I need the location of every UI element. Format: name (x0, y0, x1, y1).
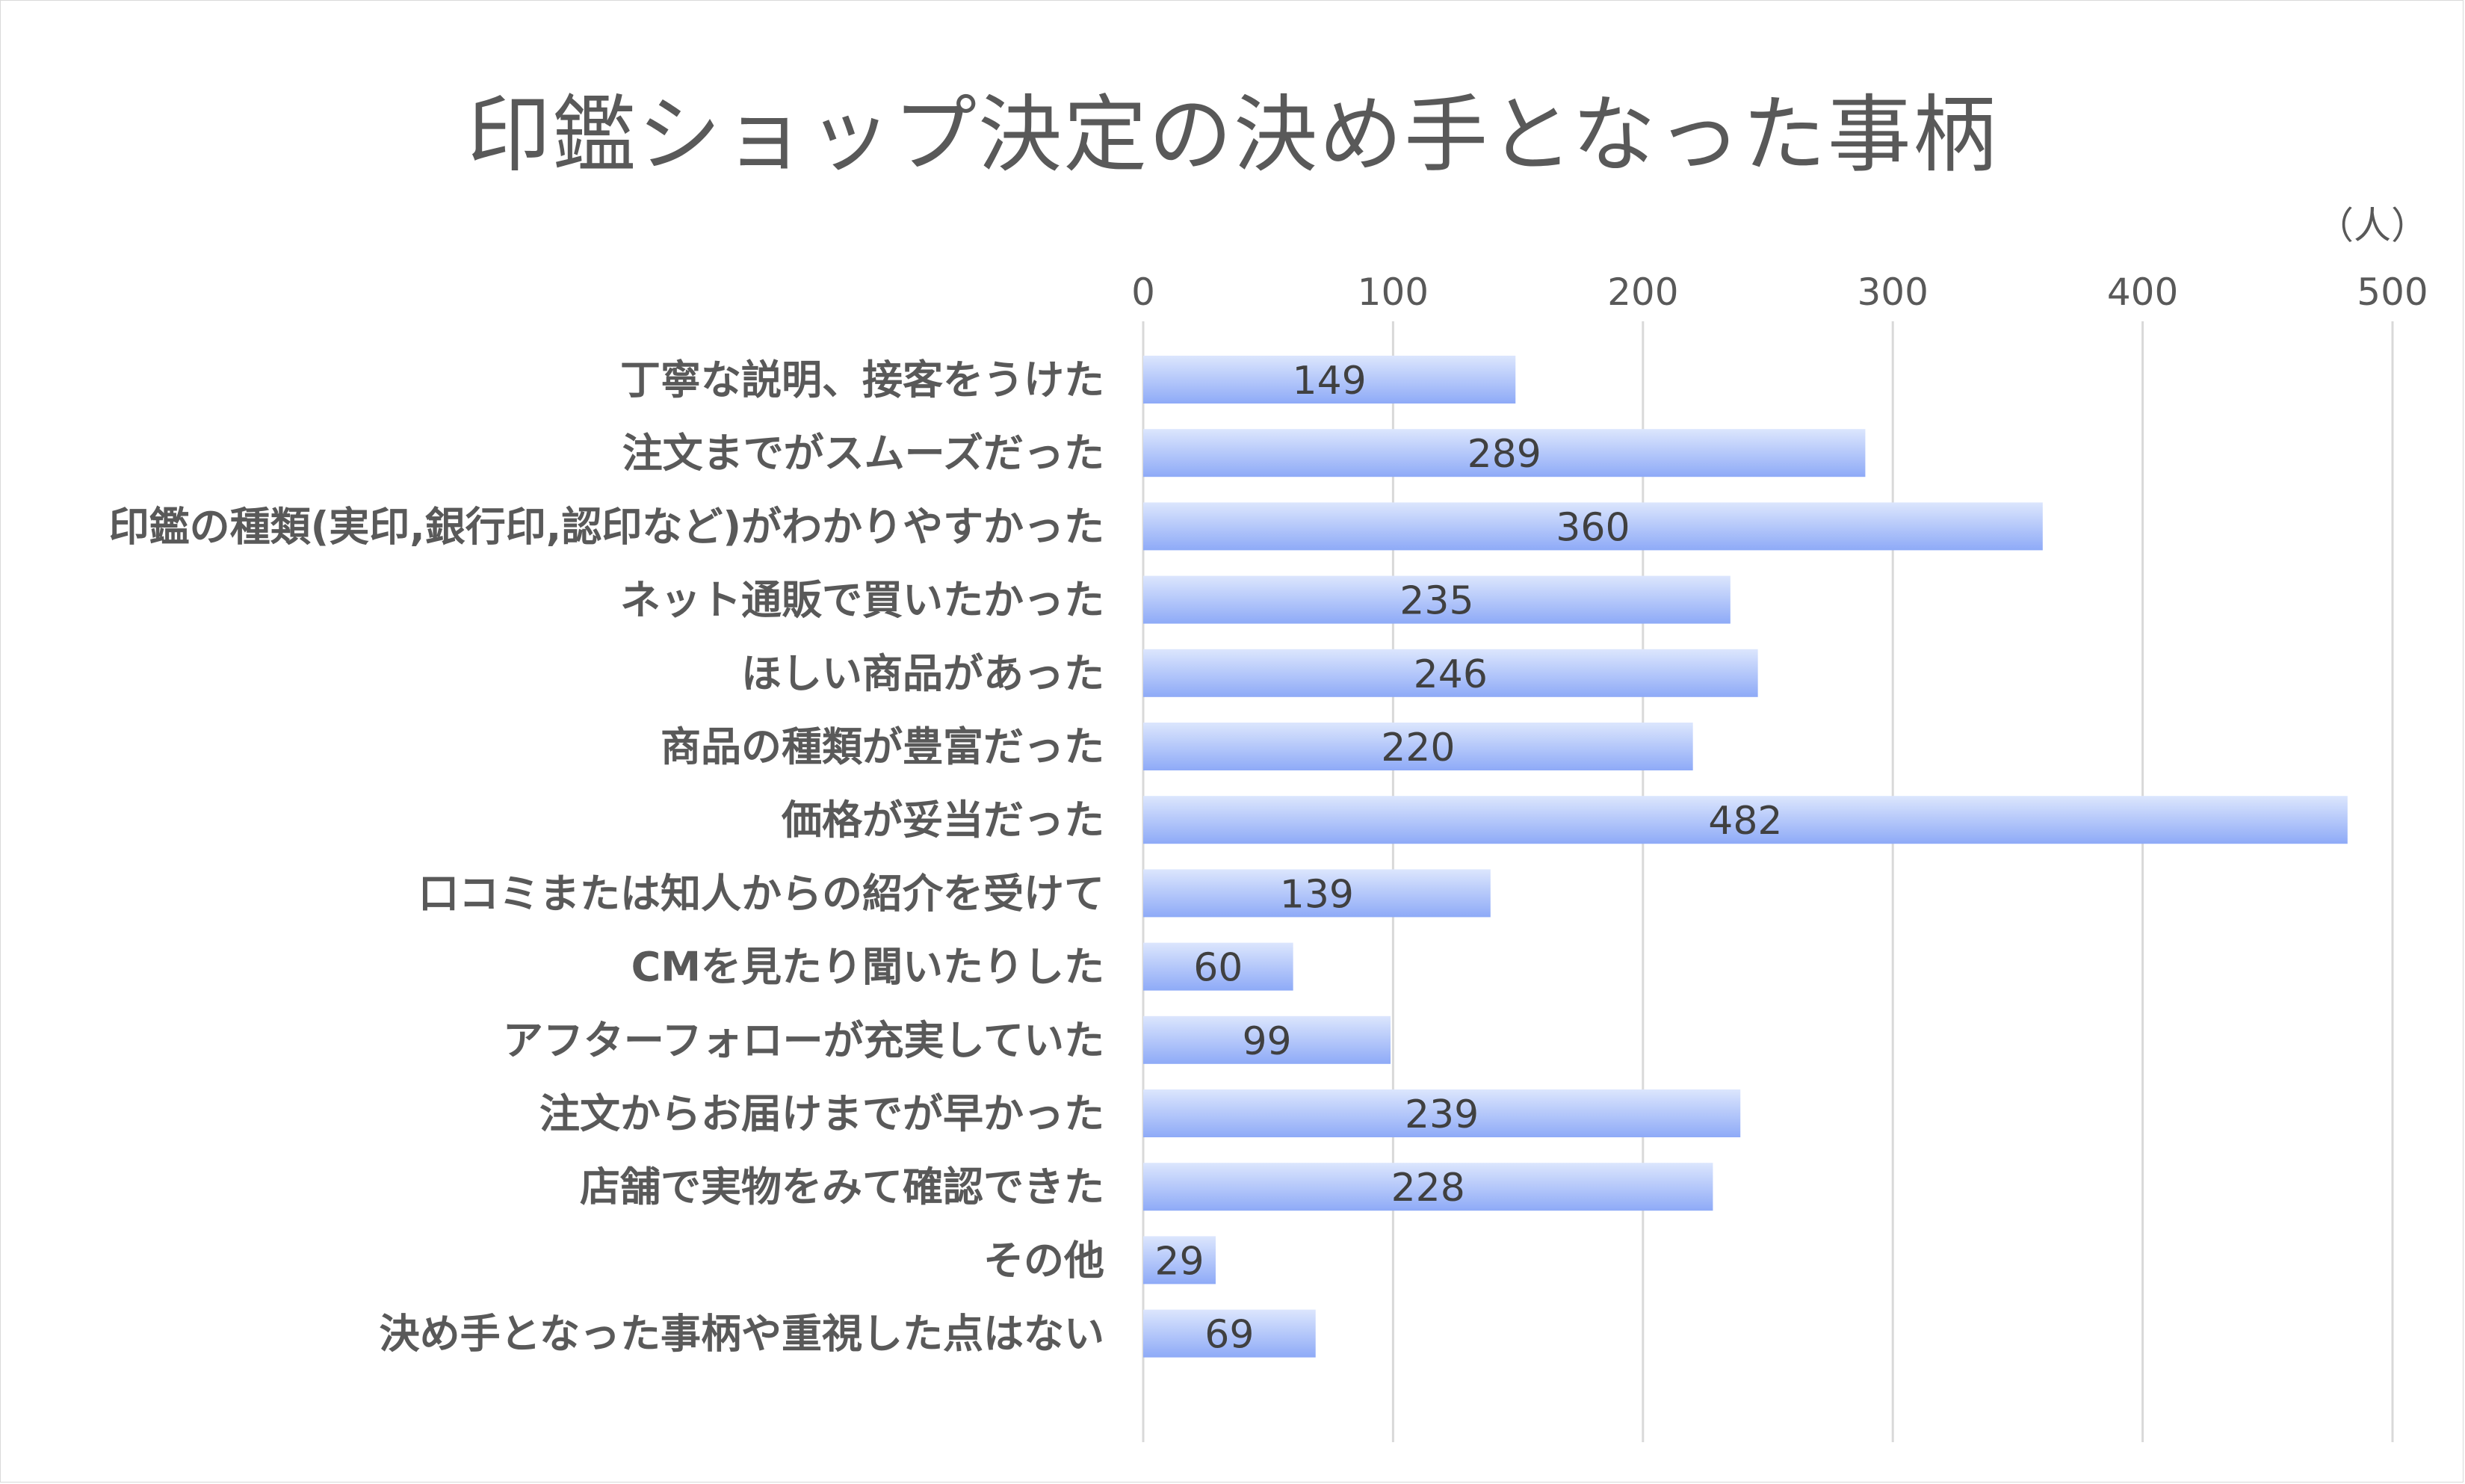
category-label: 注文までがスムーズだった (622, 430, 1104, 477)
data-label: 220 (1381, 726, 1455, 770)
bar (1143, 1163, 1713, 1211)
chart-title: 印鑑ショップ決定の決め手となった事柄 (467, 87, 1998, 184)
data-label: 228 (1391, 1166, 1465, 1211)
data-label: 289 (1467, 432, 1541, 477)
bar (1143, 649, 1758, 697)
category-labels: 丁寧な説明、接客をうけた注文までがスムーズだった印鑑の種類(実印,銀行印,認印な… (109, 356, 1104, 1358)
bars (1143, 356, 2348, 1358)
data-label: 99 (1242, 1019, 1291, 1064)
data-label: 149 (1292, 359, 1366, 404)
category-label: 商品の種類が豊富だった (661, 723, 1104, 770)
category-label: ネット通販で買いたかった (620, 577, 1104, 624)
category-label: 決め手となった事柄や重視した点はない (380, 1311, 1104, 1358)
data-label: 239 (1405, 1092, 1479, 1137)
x-tick-label: 0 (1131, 270, 1155, 314)
data-label: 139 (1280, 872, 1354, 917)
x-tick-label: 500 (2357, 270, 2428, 314)
x-tick-label: 400 (2107, 270, 2178, 314)
bar (1143, 1015, 1391, 1064)
x-tick-label: 200 (1607, 270, 1678, 314)
category-label: 注文からお届けまでが早かった (539, 1090, 1104, 1137)
data-label: 360 (1556, 505, 1630, 550)
bar (1143, 575, 1731, 624)
category-label: 価格が妥当だった (781, 797, 1104, 844)
unit-label: （人） (2316, 204, 2428, 247)
data-label: 235 (1399, 579, 1473, 624)
category-label: 丁寧な説明、接客をうけた (620, 356, 1104, 404)
data-label: 246 (1414, 652, 1488, 697)
bar (1143, 796, 2348, 844)
category-label: 口コミまたは知人からの紹介を受けて (418, 870, 1104, 917)
data-label: 60 (1193, 946, 1243, 991)
x-tick-label: 100 (1358, 270, 1429, 314)
bar (1143, 1236, 1216, 1284)
category-label: その他 (983, 1237, 1104, 1284)
bar (1143, 723, 1693, 770)
category-label: CMを見たり聞いたりした (631, 944, 1104, 991)
x-tick-label: 300 (1857, 270, 1928, 314)
bar (1143, 1089, 1741, 1137)
bar (1143, 502, 2043, 551)
x-axis-tick-labels: 0 100 200 300 400 500 (1131, 270, 2428, 314)
data-label: 482 (1708, 799, 1782, 844)
bar (1143, 869, 1491, 918)
category-label: 店舗で実物をみて確認できた (580, 1163, 1104, 1211)
category-label: アフターフォローが充実していた (503, 1017, 1104, 1064)
data-label: 29 (1154, 1239, 1204, 1284)
bar (1143, 1309, 1316, 1358)
bar (1143, 942, 1293, 991)
bar (1143, 429, 1866, 477)
category-label: 印鑑の種類(実印,銀行印,認印など)がわかりやすかった (109, 503, 1104, 550)
category-label: ほしい商品があった (741, 650, 1104, 697)
bar (1143, 356, 1516, 404)
data-label: 69 (1204, 1313, 1254, 1358)
